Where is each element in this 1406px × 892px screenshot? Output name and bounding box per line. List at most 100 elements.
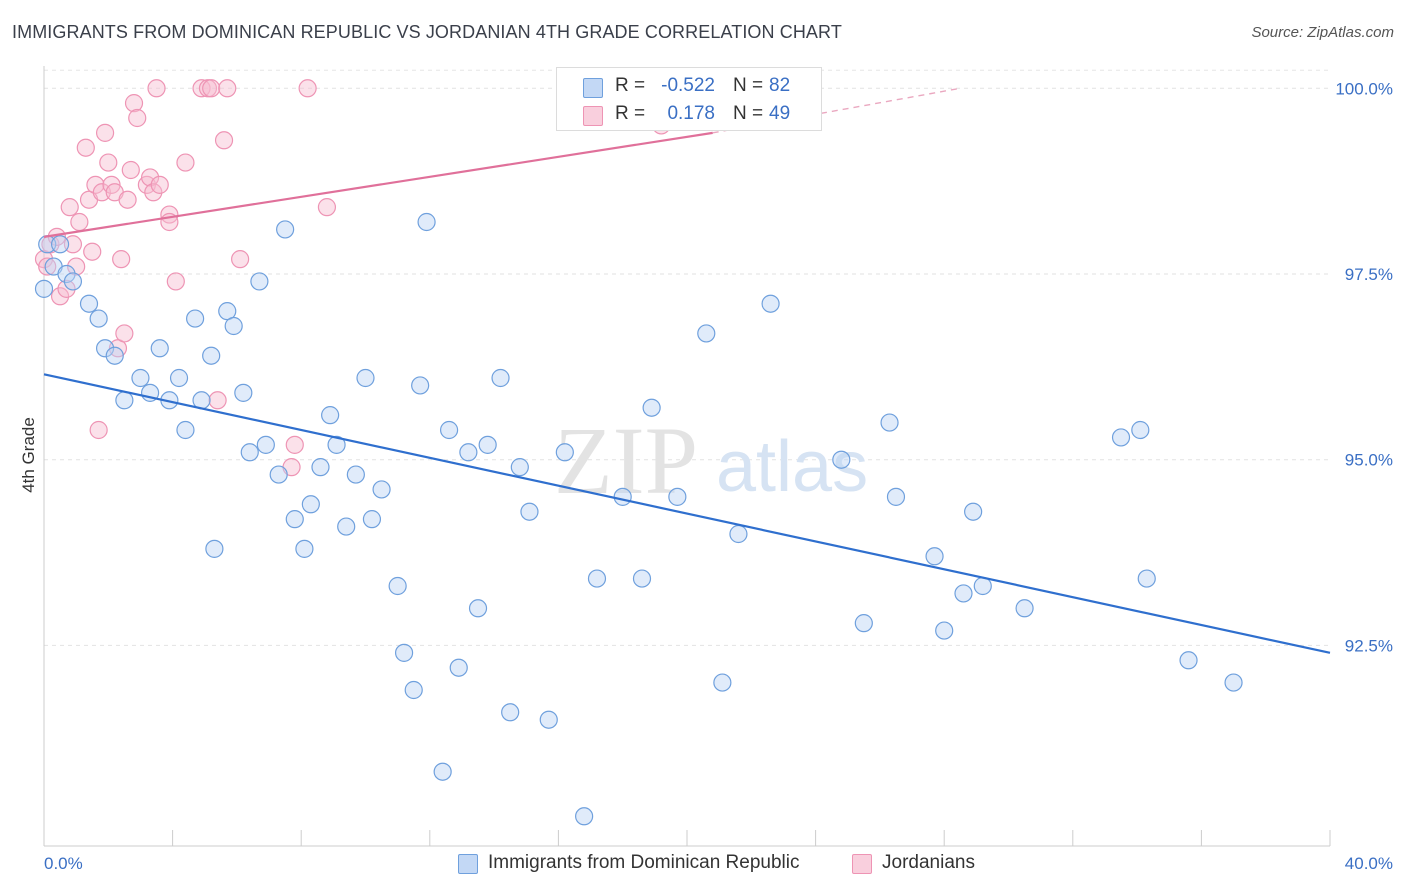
- point-jordanians: [298, 79, 317, 98]
- point-dominican: [1131, 420, 1150, 440]
- point-dominican: [1137, 569, 1156, 588]
- point-dominican: [362, 510, 382, 529]
- point-dominican: [202, 346, 221, 365]
- y-tick-label: 95.0%: [1345, 451, 1393, 470]
- point-jordanians: [83, 242, 102, 261]
- point-dominican: [346, 465, 365, 484]
- point-dominican: [295, 539, 314, 558]
- point-jordanians: [63, 235, 83, 254]
- point-dominican: [935, 621, 954, 640]
- point-jordanians: [285, 435, 304, 454]
- point-dominican: [954, 584, 973, 603]
- point-dominican: [256, 435, 275, 454]
- point-dominican: [925, 547, 944, 566]
- point-dominican: [50, 235, 70, 254]
- trend-lines: [43, 87, 1331, 654]
- point-dominican: [632, 569, 652, 588]
- point-dominican: [539, 710, 558, 729]
- trend-line-dominican: [43, 373, 1331, 654]
- point-dominican: [301, 495, 320, 514]
- point-dominican: [356, 368, 375, 388]
- point-dominican: [832, 450, 851, 469]
- point-jordanians: [95, 123, 115, 142]
- point-dominican: [520, 502, 539, 521]
- point-dominican: [394, 643, 414, 662]
- legend-row-jordanians: R = 0.178 N = 49: [557, 101, 821, 129]
- point-dominican: [404, 680, 423, 700]
- watermark-atlas: atlas: [716, 427, 868, 507]
- point-jordanians: [57, 279, 76, 298]
- chart-title: IMMIGRANTS FROM DOMINICAN REPUBLIC VS JO…: [12, 22, 842, 42]
- y-tick-label: 92.5%: [1345, 636, 1393, 655]
- axes: [43, 66, 1331, 847]
- watermark-zip: ZIP: [554, 407, 698, 514]
- point-dominican: [276, 220, 295, 239]
- legend-r-value: -0.522: [661, 75, 715, 96]
- point-jordanians: [144, 183, 163, 202]
- point-dominican: [613, 487, 632, 506]
- point-dominican: [555, 443, 574, 462]
- legend-r-label: R =: [615, 75, 646, 96]
- point-dominican: [1179, 651, 1198, 670]
- legend-swatch-jordanians: [583, 106, 603, 126]
- point-jordanians: [121, 160, 140, 180]
- point-jordanians: [208, 391, 227, 410]
- point-dominican: [311, 458, 330, 477]
- point-dominican: [169, 368, 189, 388]
- stats-legend: R = -0.522 N = 82 R = 0.178 N = 49: [556, 67, 822, 131]
- point-dominican: [327, 435, 346, 454]
- point-dominican: [234, 383, 253, 402]
- y-tick-label: 97.5%: [1345, 265, 1393, 284]
- legend-n-value: 82: [769, 75, 791, 96]
- point-dominican: [63, 272, 83, 291]
- point-dominican: [439, 420, 459, 440]
- point-jordanians: [214, 131, 234, 150]
- bottom-legend-swatch-jordanians: [852, 854, 872, 874]
- bottom-legend-swatch-dominican: [458, 854, 478, 874]
- point-dominican: [337, 517, 356, 536]
- point-jordanians: [231, 250, 250, 269]
- point-dominican: [713, 673, 732, 692]
- point-jordanians: [67, 257, 86, 276]
- point-dominican: [449, 658, 468, 677]
- point-jordanians: [115, 324, 134, 343]
- y-axis-title: 4th Grade: [19, 417, 38, 493]
- point-dominican: [269, 465, 288, 484]
- point-jordanians: [92, 183, 111, 202]
- point-dominican: [417, 212, 436, 232]
- point-jordanians: [317, 198, 337, 217]
- point-dominican: [105, 346, 124, 365]
- point-dominican: [285, 510, 304, 529]
- point-dominican: [1111, 428, 1131, 447]
- point-dominican: [642, 398, 661, 417]
- legend-row-dominican: R = -0.522 N = 82: [557, 73, 821, 101]
- point-dominican: [729, 524, 748, 544]
- point-jordanians: [140, 168, 160, 187]
- x-tick-label-max: 40.0%: [1345, 854, 1393, 873]
- y-tick-label: 100.0%: [1335, 79, 1393, 98]
- point-jordanians: [76, 138, 95, 157]
- point-dominican: [131, 368, 150, 388]
- point-jordanians: [202, 79, 221, 98]
- point-dominican: [176, 420, 195, 440]
- point-jordanians: [150, 175, 169, 194]
- series-jordanians-points: [34, 79, 671, 477]
- point-dominican: [388, 576, 407, 596]
- legend-swatch-dominican: [583, 78, 603, 98]
- legend-r-value: 0.178: [667, 103, 715, 124]
- point-dominican: [150, 339, 169, 358]
- trend-line-jordanians-extension: [712, 87, 961, 134]
- x-tick-label-min: 0.0%: [44, 854, 83, 873]
- point-dominican: [79, 294, 99, 313]
- point-jordanians: [124, 94, 144, 113]
- point-dominican: [510, 458, 529, 477]
- point-jordanians: [218, 79, 237, 98]
- point-dominican: [491, 368, 510, 388]
- point-jordanians: [128, 108, 147, 128]
- point-dominican: [880, 413, 899, 432]
- point-dominican: [89, 309, 108, 328]
- point-dominican: [372, 480, 391, 499]
- point-dominican: [250, 272, 269, 291]
- point-dominican: [761, 294, 780, 313]
